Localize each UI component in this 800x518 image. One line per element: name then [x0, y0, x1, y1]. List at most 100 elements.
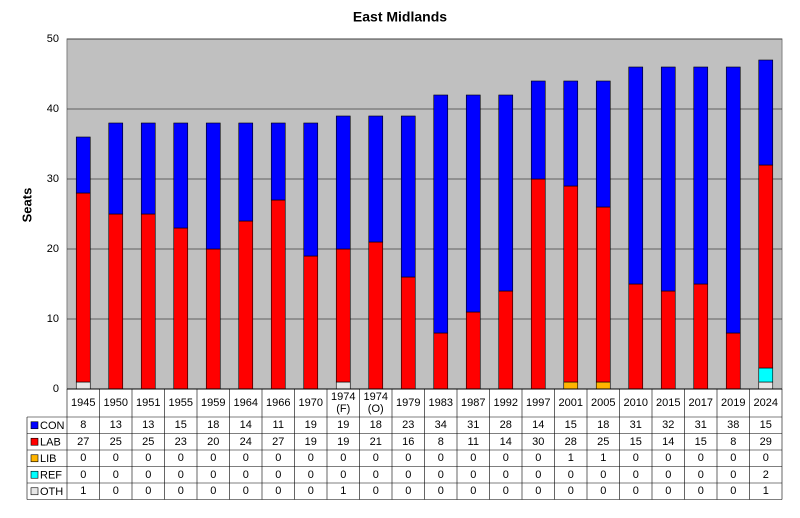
table-value: 28 — [564, 435, 577, 448]
table-value: 0 — [437, 485, 444, 498]
table-value: 25 — [142, 435, 155, 448]
bar-segment — [108, 213, 124, 390]
table-value: 14 — [499, 435, 512, 448]
table-value: 0 — [112, 468, 119, 481]
table-value: 0 — [145, 452, 152, 465]
legend-label: LAB — [40, 437, 61, 449]
bar-segment — [628, 66, 644, 285]
table-value: 0 — [665, 468, 672, 481]
table-value: 13 — [109, 419, 122, 432]
bar-segment — [433, 94, 449, 334]
bar-segment — [75, 381, 91, 390]
x-tick-label: 2001 — [558, 397, 583, 409]
table-value: 0 — [405, 468, 412, 481]
table-value: 0 — [437, 452, 444, 465]
table-value: 0 — [535, 452, 542, 465]
table-value: 0 — [470, 468, 477, 481]
table-value: 0 — [697, 468, 704, 481]
table-value: 13 — [142, 419, 155, 432]
table-value: 0 — [437, 468, 444, 481]
bar-segment — [498, 290, 514, 390]
x-tick-label: 1974 (F) — [331, 391, 356, 415]
table-value: 1 — [762, 485, 769, 498]
table-value: 0 — [112, 485, 119, 498]
table-value: 0 — [177, 452, 184, 465]
table-value: 0 — [730, 485, 737, 498]
y-axis-label: Seats — [19, 188, 34, 223]
x-tick-label: 1966 — [266, 397, 291, 409]
table-value: 31 — [467, 419, 480, 432]
x-tick-label: 2019 — [721, 397, 746, 409]
table-value: 0 — [762, 452, 769, 465]
table-value: 21 — [369, 435, 382, 448]
table-value: 0 — [502, 485, 509, 498]
bar-segment — [400, 115, 416, 278]
table-value: 23 — [174, 435, 187, 448]
table-value: 1 — [80, 485, 87, 498]
table-value: 0 — [567, 485, 574, 498]
table-value: 0 — [665, 452, 672, 465]
table-value: 0 — [632, 485, 639, 498]
table-value: 0 — [307, 485, 314, 498]
table-value: 0 — [210, 452, 217, 465]
bar-segment — [660, 66, 676, 292]
table-value: 14 — [239, 419, 252, 432]
bar-segment — [433, 332, 449, 390]
table-value: 0 — [535, 485, 542, 498]
table-value: 0 — [210, 485, 217, 498]
bar-segment — [303, 122, 319, 257]
table-value: 0 — [340, 452, 347, 465]
bar-segment — [530, 80, 546, 180]
x-tick-label: 2015 — [656, 397, 681, 409]
table-value: 0 — [372, 485, 379, 498]
table-value: 0 — [80, 452, 87, 465]
table-value: 0 — [177, 468, 184, 481]
bar-segment — [758, 59, 774, 166]
x-tick-label: 1987 — [461, 397, 486, 409]
table-value: 0 — [632, 452, 639, 465]
table-value: 29 — [759, 435, 772, 448]
table-value: 0 — [730, 468, 737, 481]
table-value: 8 — [730, 435, 737, 448]
table-value: 24 — [239, 435, 252, 448]
x-tick-label: 2017 — [688, 397, 713, 409]
table-value: 0 — [535, 468, 542, 481]
table-value: 8 — [80, 419, 87, 432]
y-tick-label: 0 — [53, 383, 59, 395]
legend-swatch — [30, 470, 39, 479]
table-value: 15 — [564, 419, 577, 432]
table-value: 25 — [109, 435, 122, 448]
bar-segment — [400, 276, 416, 390]
x-tick-label: 1992 — [493, 397, 518, 409]
table-value: 0 — [470, 452, 477, 465]
table-value: 0 — [145, 468, 152, 481]
x-tick-label: 2005 — [591, 397, 616, 409]
y-tick-label: 40 — [47, 103, 59, 115]
x-tick-label: 1950 — [103, 397, 128, 409]
table-value: 27 — [272, 435, 285, 448]
table-value: 14 — [662, 435, 675, 448]
table-value: 31 — [694, 419, 707, 432]
x-tick-label: 2010 — [623, 397, 648, 409]
bar-segment — [238, 122, 254, 222]
chart-title: East Midlands — [353, 9, 447, 25]
table-value: 15 — [759, 419, 772, 432]
table-value: 20 — [207, 435, 220, 448]
table-value: 30 — [532, 435, 545, 448]
bar-segment — [368, 115, 384, 243]
bar-segment — [563, 80, 579, 187]
bar-segment — [140, 122, 156, 215]
table-value: 8 — [437, 435, 444, 448]
table-value: 0 — [372, 452, 379, 465]
table-value: 34 — [434, 419, 447, 432]
table-value: 18 — [207, 419, 220, 432]
y-tick-label: 10 — [47, 313, 59, 325]
table-value: 0 — [567, 468, 574, 481]
bar-segment — [660, 290, 676, 390]
table-value: 0 — [242, 452, 249, 465]
table-value: 0 — [145, 485, 152, 498]
bar-segment — [238, 220, 254, 390]
x-tick-label: 1951 — [136, 397, 161, 409]
